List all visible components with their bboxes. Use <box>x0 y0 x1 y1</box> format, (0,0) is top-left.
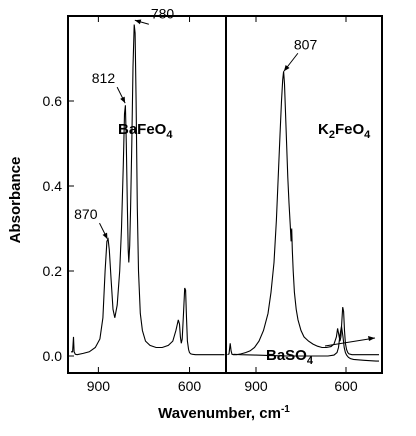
baso4-pointer-arrowhead <box>368 336 375 341</box>
sample-label-baso4: BaSO4 <box>266 347 314 367</box>
x-axis-title: Wavenumber, cm-1 <box>158 404 290 422</box>
x-tick-label: 600 <box>178 378 202 394</box>
y-axis-title: Absorbance <box>7 157 24 244</box>
peak-arrowhead <box>283 64 290 72</box>
y-tick-label: 0.2 <box>43 263 63 279</box>
right-panel-frame <box>225 15 383 374</box>
spectrum-line-k2feo4 <box>227 71 379 356</box>
y-tick-label: 0.0 <box>43 348 63 364</box>
baso4-pointer-arrow <box>324 337 376 347</box>
spectrum-line-baso4 <box>233 326 379 362</box>
peak-label-807: 807 <box>294 36 318 52</box>
sample-label-k2feo4: K2FeO4 <box>318 121 371 141</box>
y-tick-label: 0.4 <box>43 178 63 194</box>
sample-label-bafeo4: BaFeO4 <box>118 121 173 141</box>
peak-arrowhead <box>134 19 142 25</box>
spectrum-line-bafeo4 <box>71 24 225 356</box>
y-tick-label: 0.6 <box>43 93 63 109</box>
peak-arrowhead <box>102 232 108 240</box>
peak-arrowhead <box>120 96 126 104</box>
annotation-layer: 870 812 780 807 <box>74 5 318 240</box>
peak-label-780: 780 <box>151 5 175 21</box>
peak-label-870: 870 <box>74 206 98 222</box>
x-tick-label: 600 <box>334 378 358 394</box>
series-layer <box>71 24 379 362</box>
x-tick-label: 900 <box>87 378 111 394</box>
axis-ticks: 900 600 0.0 0.2 0.4 0.6 900 600 <box>43 16 358 394</box>
peak-label-812: 812 <box>92 70 116 86</box>
x-tick-label: 900 <box>244 378 268 394</box>
